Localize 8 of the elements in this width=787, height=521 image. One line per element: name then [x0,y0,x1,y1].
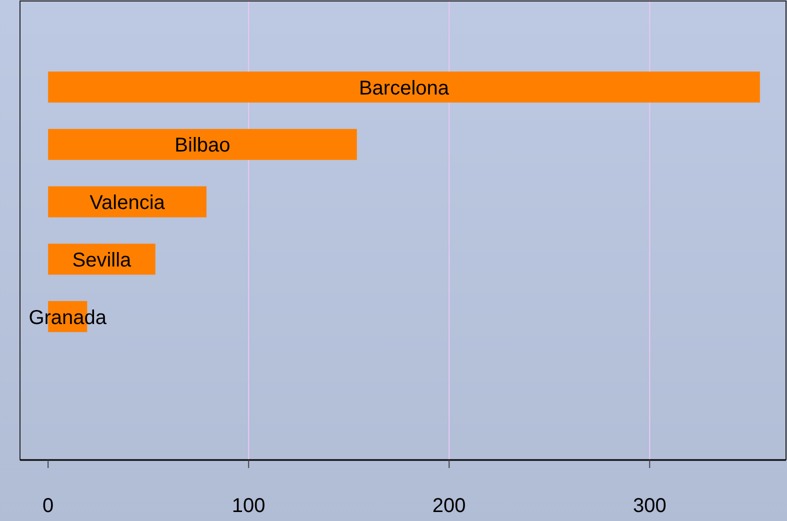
x-tick-label: 100 [232,495,266,517]
y-tick-label: Bilbao [174,134,230,157]
y-tick-label: Barcelona [358,77,450,100]
y-tick-label: Sevilla [72,249,132,272]
x-tick-label: 300 [632,495,666,517]
x-tick-label: 0 [42,495,54,517]
y-tick-label: Valencia [90,192,166,214]
x-tick-label: 200 [432,495,466,517]
